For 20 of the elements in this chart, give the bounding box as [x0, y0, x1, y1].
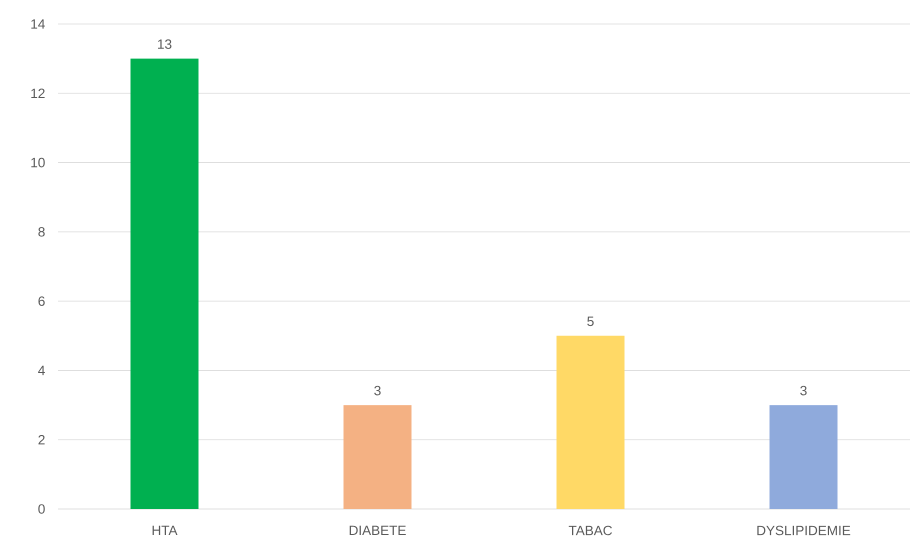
y-tick-label: 0: [38, 504, 45, 514]
bar: [770, 405, 838, 509]
data-label: 5: [587, 316, 594, 326]
bar: [344, 405, 412, 509]
y-tick-label: 10: [31, 158, 45, 168]
y-tick-label: 6: [38, 296, 45, 306]
y-tick-label: 14: [31, 19, 45, 29]
x-tick-label: HTA: [152, 526, 178, 535]
y-tick-label: 4: [38, 366, 45, 376]
x-tick-label: TABAC: [568, 526, 612, 536]
data-label: 3: [800, 386, 807, 396]
data-label: 13: [158, 39, 172, 49]
bar: [556, 336, 625, 509]
bar: [130, 58, 198, 509]
y-tick-label: 8: [38, 227, 45, 237]
y-tick-label: 12: [31, 88, 45, 98]
x-tick-label: DYSLIPIDEMIE: [757, 526, 850, 536]
x-tick-label: DIABETE: [350, 526, 406, 535]
data-label: 3: [374, 386, 381, 396]
y-tick-label: 2: [38, 435, 45, 444]
